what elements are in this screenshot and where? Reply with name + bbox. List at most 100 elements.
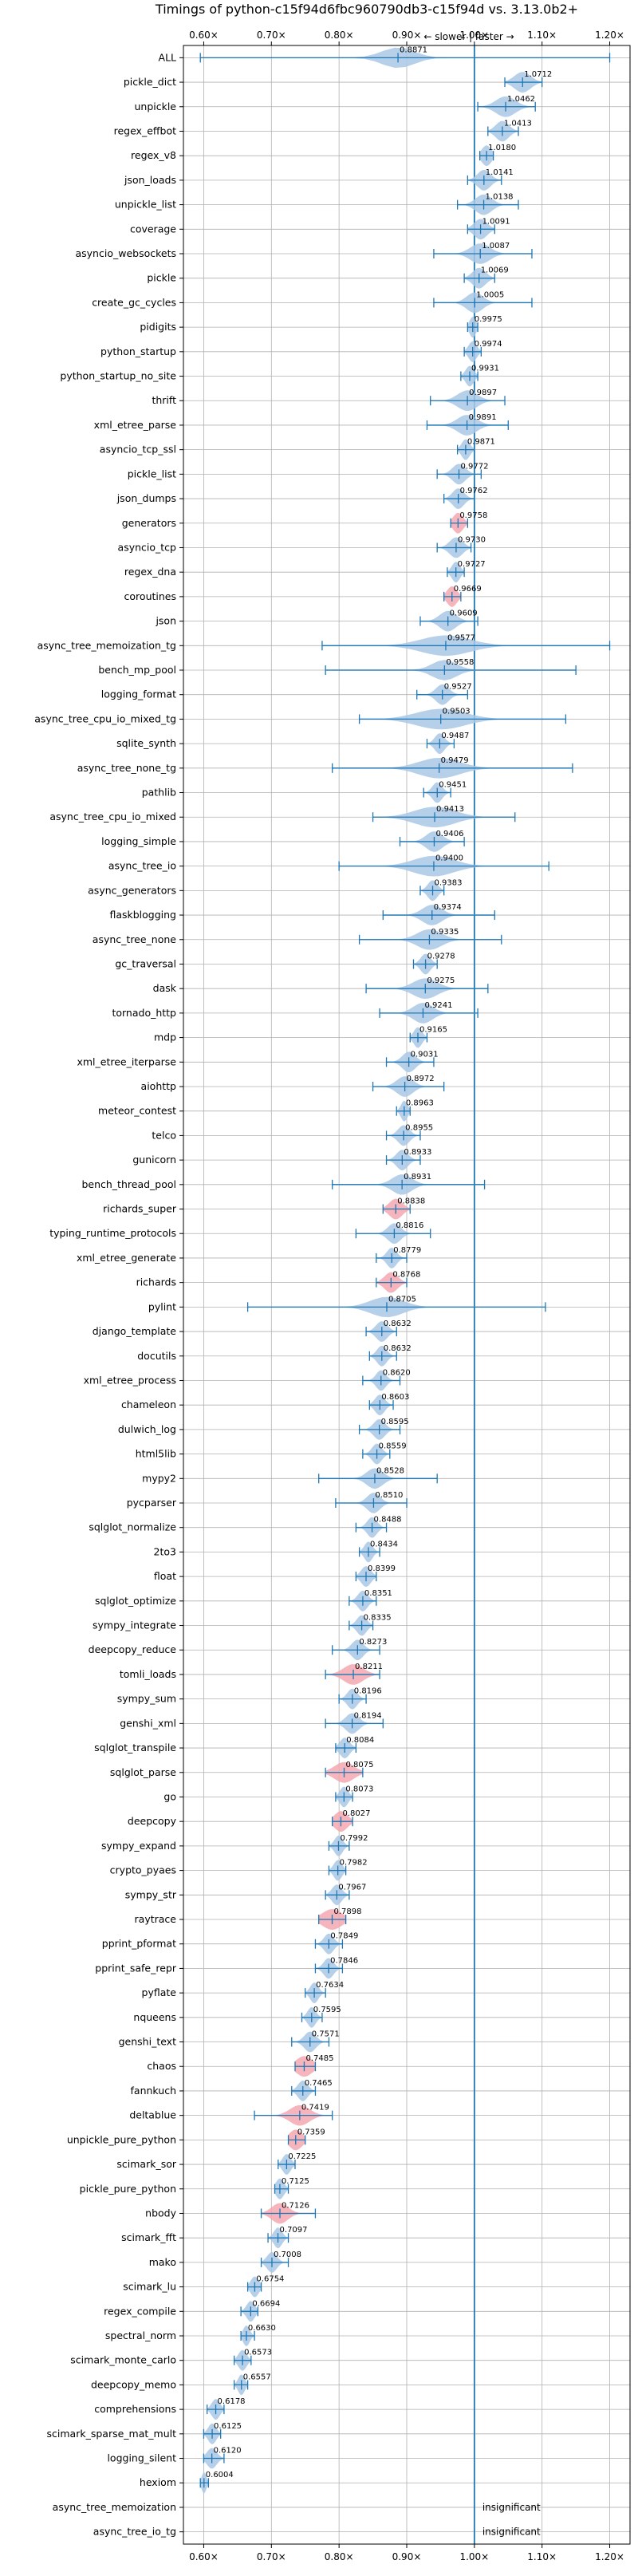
value-label: 0.7419 xyxy=(301,2104,329,2112)
benchmark-label: fannkuch xyxy=(131,2085,176,2097)
x-tick-label-bottom: 0.90× xyxy=(392,2551,422,2562)
benchmark-label: json xyxy=(155,615,176,627)
value-label: 0.8871 xyxy=(400,45,427,54)
benchmark-label: flaskblogging xyxy=(109,909,176,921)
value-label: 0.8931 xyxy=(404,1173,431,1181)
benchmark-label: nqueens xyxy=(133,2011,176,2023)
benchmark-label: sqlglot_normalize xyxy=(89,1521,176,1533)
benchmark-label: async_tree_cpu_io_mixed_tg xyxy=(34,712,176,724)
value-label: 0.6125 xyxy=(214,2422,242,2431)
benchmark-label: django_template xyxy=(93,1325,177,1337)
benchmark-label: xml_etree_iterparse xyxy=(77,1055,176,1067)
value-label: 0.9383 xyxy=(434,878,462,887)
value-label: 0.6630 xyxy=(248,2324,276,2333)
benchmark-label: async_tree_io xyxy=(108,860,176,872)
value-label: 0.7126 xyxy=(282,2201,309,2210)
value-label: 1.0091 xyxy=(482,217,510,226)
value-label: 0.8559 xyxy=(379,1442,407,1451)
value-label: 0.8955 xyxy=(405,1123,433,1132)
benchmark-label: sqlglot_parse xyxy=(110,1766,176,1778)
value-label: 1.0138 xyxy=(486,193,514,202)
value-label: 1.0413 xyxy=(504,119,532,128)
value-label: 0.8273 xyxy=(359,1638,387,1647)
value-label: 0.8603 xyxy=(381,1393,409,1402)
benchmark-label: pathlib xyxy=(142,787,176,799)
benchmark-label: html5lib xyxy=(136,1448,176,1460)
benchmark-label: dulwich_log xyxy=(118,1423,176,1435)
benchmark-label: scimark_monte_carlo xyxy=(70,2354,176,2366)
direction-note: ← slower | faster → xyxy=(423,31,514,42)
benchmark-label: ALL xyxy=(159,51,177,63)
benchmark-label: pickle_list xyxy=(128,467,176,479)
x-tick-label-top: 0.80× xyxy=(325,30,354,41)
benchmark-label: float xyxy=(154,1570,176,1582)
benchmark-label: raytrace xyxy=(135,1913,177,1925)
benchmark-label: mdp xyxy=(154,1032,176,1043)
value-label: 0.9974 xyxy=(475,340,502,349)
benchmark-label: coverage xyxy=(130,223,176,235)
benchmark-label: unpickle xyxy=(134,101,176,112)
benchmark-label: create_gc_cycles xyxy=(92,296,176,308)
x-tick-label-top: 0.60× xyxy=(189,30,219,41)
x-tick-label-top: 1.20× xyxy=(595,30,624,41)
benchmark-label: unpickle_list xyxy=(115,199,176,211)
benchmark-label: async_tree_none xyxy=(93,933,177,945)
value-label: 1.0712 xyxy=(524,70,552,79)
value-label: 0.8705 xyxy=(388,1295,416,1304)
benchmark-label: meteor_contest xyxy=(98,1105,176,1117)
value-label: 0.9165 xyxy=(419,1026,447,1035)
value-label: 0.8194 xyxy=(354,1711,382,1720)
benchmark-label: pickle xyxy=(147,272,176,284)
value-label: 0.7485 xyxy=(305,2054,333,2063)
x-tick-label-bottom: 0.70× xyxy=(257,2551,286,2562)
value-label: 0.9335 xyxy=(431,928,459,937)
value-label: 1.0005 xyxy=(476,290,504,299)
x-tick-label-bottom: 0.80× xyxy=(325,2551,354,2562)
benchmark-label: async_tree_memoization xyxy=(53,2501,176,2513)
value-label: 0.7898 xyxy=(333,1907,361,1916)
value-label: 0.9577 xyxy=(447,633,475,642)
benchmark-label: async_tree_none_tg xyxy=(77,762,176,774)
benchmark-label: mypy2 xyxy=(142,1472,176,1484)
insignificant-label: insignificant xyxy=(482,2527,541,2538)
benchmark-label: crypto_pyaes xyxy=(110,1864,176,1876)
insignificant-label: insignificant xyxy=(482,2502,541,2513)
benchmark-label: sqlglot_optimize xyxy=(95,1595,176,1607)
benchmark-label: deepcopy_reduce xyxy=(89,1643,177,1655)
benchmark-label: genshi_text xyxy=(119,2036,176,2048)
benchmark-label: async_tree_io_tg xyxy=(93,2526,176,2538)
value-label: 0.9727 xyxy=(458,560,486,569)
benchmark-label: deepcopy xyxy=(128,1815,177,1827)
value-label: 0.7967 xyxy=(338,1883,366,1892)
benchmark-label: scimark_lu xyxy=(123,2281,176,2293)
benchmark-label: tornado_http xyxy=(112,1007,176,1019)
value-label: 0.8632 xyxy=(384,1344,412,1353)
chart-marks xyxy=(199,45,611,2544)
value-label: 0.7465 xyxy=(305,2079,333,2088)
benchmark-label: pylint xyxy=(148,1300,176,1312)
benchmark-label: json_loads xyxy=(124,174,176,186)
value-label: 0.6120 xyxy=(214,2447,242,2456)
benchmark-label: chaos xyxy=(147,2060,176,2072)
benchmark-label: python_startup xyxy=(100,345,176,357)
benchmark-label: gc_traversal xyxy=(115,957,176,969)
value-label: 0.9897 xyxy=(469,389,497,397)
benchmark-label: regex_compile xyxy=(104,2305,176,2317)
value-label: 0.7571 xyxy=(312,2030,340,2039)
value-label: 0.7359 xyxy=(297,2128,325,2136)
value-label: 0.8838 xyxy=(397,1197,425,1206)
value-label: 0.8816 xyxy=(396,1221,423,1230)
value-label: 0.9374 xyxy=(434,903,462,912)
x-tick-label-bottom: 1.00× xyxy=(459,2551,489,2562)
x-tick-label-bottom: 0.60× xyxy=(189,2551,219,2562)
value-label: 0.8768 xyxy=(392,1271,420,1280)
chart-title: Timings of python-c15f94d6fbc960790db3-c… xyxy=(155,2,578,17)
benchmark-label: richards_super xyxy=(103,1203,177,1215)
value-label: 0.9451 xyxy=(439,781,467,790)
value-label: 0.9762 xyxy=(460,487,488,495)
benchmark-label: scimark_fft xyxy=(121,2231,176,2243)
value-label: 0.6754 xyxy=(256,2275,284,2284)
value-label: 0.9241 xyxy=(424,1001,452,1010)
value-label: 0.9871 xyxy=(467,438,495,447)
